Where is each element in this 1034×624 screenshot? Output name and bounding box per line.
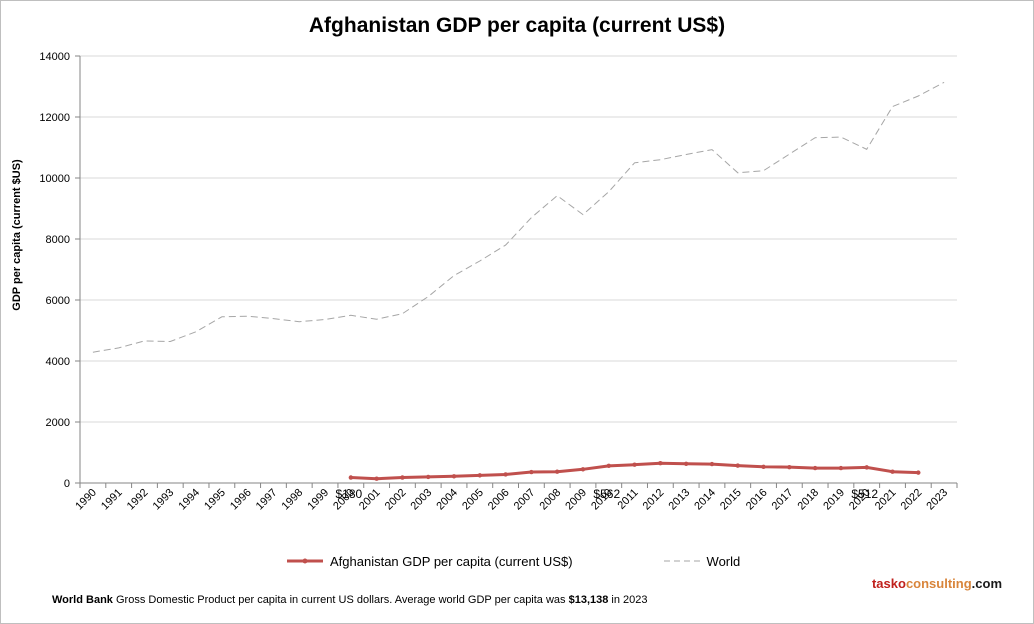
legend-label-world: World xyxy=(706,553,741,569)
x-tick-label: 1999 xyxy=(305,487,331,513)
annotations: $180 $562 $512 xyxy=(335,487,878,501)
x-tick-label: 2009 xyxy=(563,487,589,513)
x-tick-label: 2023 xyxy=(924,487,950,513)
x-tick-label: 2007 xyxy=(512,487,538,513)
x-tick-label: 1991 xyxy=(99,487,125,513)
legend-swatch-world xyxy=(663,560,700,562)
x-tick-label: 2004 xyxy=(434,487,460,513)
data-point-afghanistan xyxy=(426,474,431,480)
x-tick-label: 1990 xyxy=(73,487,99,513)
data-point-afghanistan xyxy=(632,462,637,467)
data-point-afghanistan xyxy=(864,465,869,470)
footnote: World Bank Gross Domestic Product per ca… xyxy=(52,594,648,606)
series-world-line xyxy=(92,81,945,353)
data-point-afghanistan xyxy=(554,469,560,474)
y-tick-label: 4000 xyxy=(46,356,70,368)
data-point-afghanistan xyxy=(529,469,534,475)
y-tick-labels: 0 2000 4000 6000 8000 10000 12000 14000 xyxy=(39,51,70,490)
chart-title: Afghanistan GDP per capita (current US$) xyxy=(308,14,726,37)
data-point-afghanistan xyxy=(451,474,457,479)
legend-item-afghanistan: Afghanistan GDP per capita (current US$) xyxy=(286,554,573,569)
x-tick-label: 2017 xyxy=(770,487,796,513)
x-tick-label: 2013 xyxy=(666,487,692,513)
grid-lines xyxy=(80,55,957,423)
data-point-afghanistan xyxy=(812,465,818,471)
axes xyxy=(75,55,958,488)
x-tick-label: 2012 xyxy=(641,487,667,513)
x-tick-label: 2014 xyxy=(692,487,718,513)
x-tick-label: 1995 xyxy=(202,487,228,513)
y-tick-label: 6000 xyxy=(46,295,70,307)
brand-part-1: tasko xyxy=(871,576,906,591)
data-point-afghanistan xyxy=(606,463,611,469)
y-tick-label: 2000 xyxy=(46,417,70,429)
x-tick-label: 2008 xyxy=(538,487,564,513)
x-tick-label: 2006 xyxy=(486,487,512,513)
data-point-afghanistan xyxy=(503,472,508,477)
y-tick-label: 8000 xyxy=(46,234,70,246)
data-point-afghanistan xyxy=(400,475,405,480)
legend-swatch-afghanistan xyxy=(287,558,323,564)
footnote-suffix: in 2023 xyxy=(608,594,648,606)
data-point-afghanistan xyxy=(709,461,715,467)
brand-part-3: .com xyxy=(971,576,1002,591)
legend-item-world: World xyxy=(663,553,741,569)
x-tick-label: 2022 xyxy=(899,487,925,513)
y-tick-label: 10000 xyxy=(39,173,70,185)
data-point-afghanistan xyxy=(477,473,483,478)
x-tick-label: 2003 xyxy=(409,487,435,513)
data-point-afghanistan xyxy=(374,476,379,481)
brand-part-2: consulting xyxy=(905,576,972,591)
legend-label-afghanistan: Afghanistan GDP per capita (current US$) xyxy=(330,553,573,569)
y-tick-label: 0 xyxy=(64,478,70,490)
footnote-highlight: $13,138 xyxy=(568,594,609,606)
data-point-afghanistan xyxy=(787,464,792,470)
data-label: $180 xyxy=(335,487,362,501)
x-tick-label: 2018 xyxy=(795,487,821,513)
data-point-afghanistan xyxy=(683,461,689,466)
data-point-afghanistan xyxy=(735,463,740,468)
x-tick-label: 2019 xyxy=(821,487,847,513)
data-point-afghanistan xyxy=(838,465,844,471)
y-tick-label: 12000 xyxy=(39,112,70,124)
legend: Afghanistan GDP per capita (current US$)… xyxy=(286,552,830,570)
data-point-afghanistan xyxy=(580,467,586,472)
y-tick-label: 14000 xyxy=(39,51,70,63)
series-lines xyxy=(92,81,945,481)
data-point-afghanistan xyxy=(890,469,895,474)
y-axis-label: GDP per capita (current $US) xyxy=(11,159,23,311)
data-point-afghanistan xyxy=(761,464,766,470)
x-tick-label: 2002 xyxy=(383,487,409,513)
footnote-source: World Bank xyxy=(52,594,113,606)
x-tick-label: 2005 xyxy=(460,487,486,513)
x-tick-label: 1997 xyxy=(254,487,280,513)
x-tick-label: 1996 xyxy=(228,487,254,513)
footnote-text: Gross Domestic Product per capita in cur… xyxy=(112,594,569,606)
data-point-afghanistan xyxy=(348,475,354,480)
x-tick-label: 2015 xyxy=(718,487,744,513)
x-tick-label: 1992 xyxy=(125,487,151,513)
brand-logo[interactable]: taskoconsulting.com xyxy=(872,576,1002,591)
x-tick-labels: 1990 1991 1992 1993 1994 1995 1996 1997 1998 1999… xyxy=(73,487,950,513)
x-tick-label: 2016 xyxy=(744,487,770,513)
data-label: $512 xyxy=(851,487,878,501)
x-tick-label: 1994 xyxy=(176,487,202,513)
x-tick-label: 1993 xyxy=(151,487,177,513)
data-label: $562 xyxy=(593,487,620,501)
data-point-afghanistan xyxy=(658,460,663,466)
x-tick-label: 1998 xyxy=(280,487,306,513)
data-point-afghanistan xyxy=(916,470,921,475)
